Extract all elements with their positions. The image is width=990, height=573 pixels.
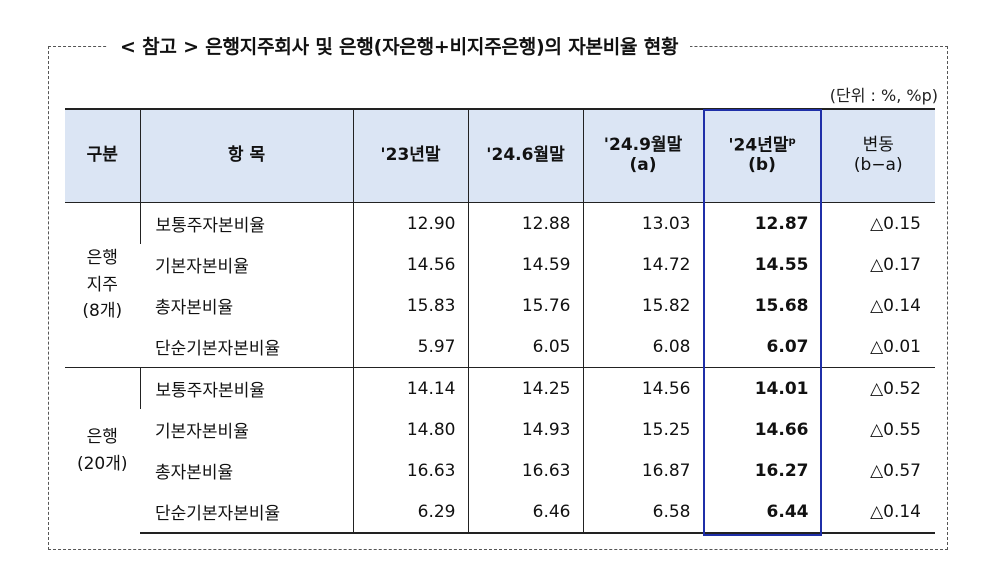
change-value: △0.14 — [820, 285, 935, 326]
header-c4-label: '24년말 — [728, 135, 789, 156]
group-label-line: (20개) — [76, 453, 128, 474]
item-cell: 총자본비율 — [155, 463, 234, 483]
header-item: 항 목 — [139, 108, 353, 203]
table-row: 단순기본자본비율 6.29 6.46 6.58 6.44 △0.14 — [65, 491, 935, 534]
value-24-end: 12.87 — [702, 202, 821, 244]
page-title: < 참고 > 은행지주회사 및 은행(자은행+비지주은행)의 자본비율 현황 — [108, 32, 691, 59]
group-label-line: 지주 — [86, 274, 118, 295]
value-24-sep: 14.72 — [582, 244, 703, 285]
change-value: △0.15 — [820, 202, 935, 244]
value-23-end: 14.56 — [352, 244, 468, 285]
value-24-jun: 16.63 — [467, 450, 583, 491]
header-c5-sub: (b−a) — [853, 155, 903, 175]
header-c3-label: '24.9월말 — [603, 135, 683, 156]
value-24-sep: 6.58 — [582, 491, 703, 534]
item-cell: 단순기본자본비율 — [155, 339, 281, 359]
header-c5: 변동 (b−a) — [820, 108, 935, 203]
value-24-jun: 14.25 — [467, 367, 583, 409]
change-value: △0.55 — [820, 409, 935, 450]
item-cell: 총자본비율 — [155, 298, 234, 318]
header-c1: '23년말 — [352, 108, 468, 203]
value-23-end: 15.83 — [352, 285, 468, 326]
table-row: 기본자본비율 14.80 14.93 15.25 14.66 △0.55 — [65, 409, 935, 450]
item-cell: 기본자본비율 — [155, 422, 249, 442]
group-label-line: (8개) — [82, 301, 123, 322]
header-c5-label: 변동 — [862, 135, 894, 156]
value-23-end: 16.63 — [352, 450, 468, 491]
change-value: △0.52 — [820, 367, 935, 409]
table-row: 은행 (20개) 보통주자본비율 14.14 14.25 14.56 14.01 △0.52 — [65, 367, 935, 533]
value-23-end: 12.90 — [352, 202, 468, 244]
change-value: △0.01 — [820, 326, 935, 368]
header-row: 구분 항 목 '23년말 '24.6월말 '24.9월말 (a) '24년말p … — [65, 108, 935, 203]
table-row: 총자본비율 16.63 16.63 16.87 16.27 △0.57 — [65, 450, 935, 491]
value-23-end: 14.80 — [352, 409, 468, 450]
group-label-line: 은행 — [86, 248, 118, 269]
value-24-jun: 6.05 — [467, 326, 583, 368]
header-c2: '24.6월말 — [467, 108, 583, 203]
item-cell: 보통주자본비율 — [139, 367, 353, 409]
item-cell: 단순기본자본비율 — [140, 491, 353, 534]
table-body: 은행 지주 (8개) 보통주자본비율 12.90 12.88 13.03 12.87 △0.15… — [65, 202, 935, 534]
header-c4: '24년말p (b) — [702, 108, 821, 203]
value-23-end: 6.29 — [352, 491, 468, 534]
table-row: 총자본비율 15.83 15.76 15.82 15.68 △0.14 — [65, 285, 935, 326]
value-24-end: 6.07 — [702, 326, 821, 368]
header-c4-sub: (b) — [748, 155, 776, 176]
value-23-end: 14.14 — [352, 367, 468, 409]
value-24-sep: 15.25 — [582, 409, 703, 450]
header-c4-sup: p — [788, 136, 796, 148]
header-c3: '24.9월말 (a) — [582, 108, 703, 203]
unit-note: (단위 : %, %p) — [829, 86, 938, 105]
value-24-sep: 6.08 — [582, 326, 703, 368]
value-24-end: 16.27 — [702, 450, 821, 491]
header-group: 구분 — [65, 108, 140, 203]
value-24-end: 6.44 — [702, 491, 821, 534]
value-24-end: 14.01 — [702, 367, 821, 409]
capital-ratio-table: 구분 항 목 '23년말 '24.6월말 '24.9월말 (a) '24년말p … — [65, 108, 935, 534]
item-cell: 기본자본비율 — [155, 257, 249, 277]
value-24-end: 14.66 — [702, 409, 821, 450]
table-row: 기본자본비율 14.56 14.59 14.72 14.55 △0.17 — [65, 244, 935, 285]
value-23-end: 5.97 — [352, 326, 468, 368]
group-label: 은행 (20개) — [65, 367, 140, 533]
change-value: △0.14 — [820, 491, 935, 534]
value-24-end: 14.55 — [702, 244, 821, 285]
value-24-jun: 14.93 — [467, 409, 583, 450]
value-24-sep: 15.82 — [582, 285, 703, 326]
value-24-jun: 12.88 — [467, 202, 583, 244]
table-row: 단순기본자본비율 5.97 6.05 6.08 6.07 △0.01 — [65, 326, 935, 368]
value-24-jun: 6.46 — [467, 491, 583, 534]
header-c3-sub: (a) — [629, 155, 657, 175]
value-24-jun: 15.76 — [467, 285, 583, 326]
value-24-sep: 13.03 — [582, 202, 703, 244]
change-value: △0.57 — [820, 450, 935, 491]
change-value: △0.17 — [820, 244, 935, 285]
item-cell: 보통주자본비율 — [139, 202, 353, 244]
value-24-sep: 16.87 — [582, 450, 703, 491]
value-24-sep: 14.56 — [582, 367, 703, 409]
group-label-line: 은행 — [86, 427, 118, 448]
value-24-jun: 14.59 — [467, 244, 583, 285]
value-24-end: 15.68 — [702, 285, 821, 326]
